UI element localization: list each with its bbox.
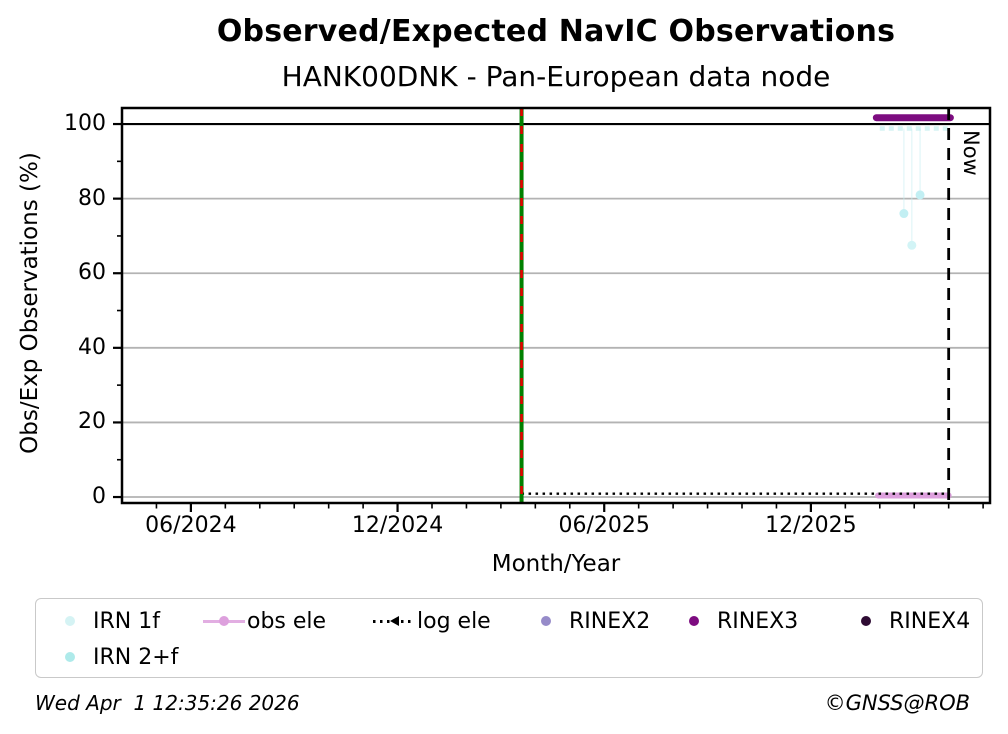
y-tick-label: 80 xyxy=(78,185,106,211)
obs-ele-marker-icon xyxy=(201,607,247,635)
rinex2-marker-icon xyxy=(523,607,569,635)
legend-dot xyxy=(219,616,229,626)
legend-label: log ele xyxy=(417,608,491,634)
log-ele-marker-icon xyxy=(371,607,417,635)
legend-label: RINEX2 xyxy=(569,608,651,634)
plot-timestamp: Wed Apr 1 12:35:26 2026 xyxy=(35,691,300,715)
legend-label: IRN 1f xyxy=(93,608,160,634)
x-axis-label: Month/Year xyxy=(491,551,621,577)
y-tick-label: 0 xyxy=(92,484,106,510)
legend-label: obs ele xyxy=(247,608,327,634)
legend-dot xyxy=(65,616,75,626)
legend-triangle-marker xyxy=(390,616,399,626)
rinex4-marker-icon xyxy=(843,607,889,635)
rinex3-marker-icon xyxy=(671,607,717,635)
point-irn-low-points xyxy=(899,209,909,219)
chart-subtitle: HANK00DNK - Pan-European data node xyxy=(281,60,831,93)
legend-item-log-ele: log ele xyxy=(371,606,491,636)
legend-item-irn-1f: IRN 1f xyxy=(47,606,160,636)
legend-item-irn-2+f: IRN 2+f xyxy=(47,642,178,672)
x-tick-label: 06/2025 xyxy=(558,513,650,538)
legend-label: RINEX3 xyxy=(717,608,799,634)
x-tick-label: 06/2024 xyxy=(145,513,237,538)
point-irn-low-points xyxy=(907,240,917,250)
x-tick-label: 12/2024 xyxy=(351,513,444,538)
point-irn-low-points xyxy=(915,190,925,200)
legend-label: RINEX4 xyxy=(889,608,971,634)
irn-1f-marker-icon xyxy=(47,607,93,635)
legend-label: IRN 2+f xyxy=(93,644,179,670)
y-tick-label: 40 xyxy=(78,334,106,360)
legend-item-rinex2: RINEX2 xyxy=(523,606,650,636)
legend-item-rinex4: RINEX4 xyxy=(843,606,970,636)
legend-dot xyxy=(689,616,699,626)
copyright-text: ©GNSS@ROB xyxy=(824,691,970,715)
legend-dot xyxy=(541,616,551,626)
legend-item-rinex3: RINEX3 xyxy=(671,606,798,636)
x-tick-label: 12/2025 xyxy=(765,513,857,538)
y-tick-label: 60 xyxy=(78,260,106,286)
chart-title: Observed/Expected NavIC Observations xyxy=(216,14,896,49)
y-tick-label: 100 xyxy=(64,111,106,137)
irn-2+f-marker-icon xyxy=(47,643,93,671)
legend-dot xyxy=(65,652,75,662)
legend-dot xyxy=(861,616,871,626)
y-tick-label: 20 xyxy=(78,409,106,435)
plot-border xyxy=(120,106,992,505)
legend-item-obs-ele: obs ele xyxy=(201,606,326,636)
legend: IRN 1f obs ele log ele RINEX2 RINEX3 RINEX4 IR… xyxy=(35,598,983,678)
now-annotation: Now xyxy=(959,130,983,176)
